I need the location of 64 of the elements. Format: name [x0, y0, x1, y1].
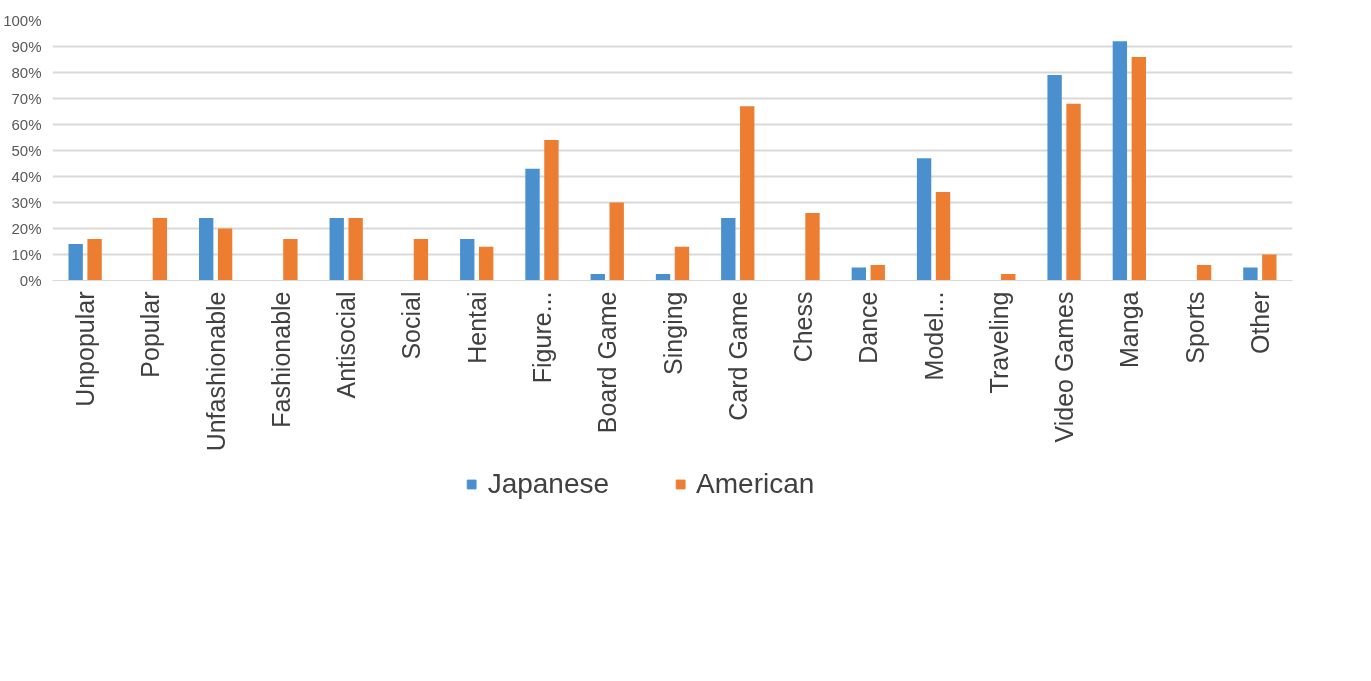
bar — [68, 244, 83, 281]
y-tick-label: 10% — [11, 246, 42, 263]
bar — [609, 202, 624, 281]
bar — [1047, 75, 1062, 281]
bar — [1001, 274, 1016, 281]
legend-label: Japanese — [487, 468, 610, 500]
bar — [674, 246, 690, 281]
x-tick-label: Social — [397, 291, 426, 360]
x-tick-label: Figure... — [527, 291, 556, 384]
bar — [87, 238, 102, 281]
bar — [916, 158, 932, 281]
bar — [217, 228, 233, 281]
y-tick-label: 30% — [11, 194, 42, 211]
bar — [348, 218, 363, 281]
x-tick-label: Board Game — [593, 291, 622, 434]
bar — [199, 218, 214, 281]
x-tick-label: Video Games — [1050, 291, 1079, 443]
bar — [1196, 264, 1212, 281]
bar — [1243, 267, 1258, 281]
bar — [590, 274, 605, 281]
bar — [851, 267, 867, 281]
y-tick-label: 40% — [11, 168, 42, 185]
bar — [655, 274, 671, 281]
bar — [525, 168, 540, 281]
bar — [740, 106, 755, 281]
bar — [1262, 254, 1277, 281]
y-tick-label: 100% — [3, 12, 42, 29]
x-tick-label: Manga — [1115, 291, 1144, 368]
bar — [1066, 103, 1081, 281]
x-tick-label: Dance — [854, 291, 883, 364]
x-tick-label: Popular — [136, 291, 165, 378]
bar — [460, 238, 475, 281]
x-tick-label: Other — [1245, 291, 1274, 355]
bar — [329, 218, 344, 281]
x-tick-label: Antisocial — [332, 291, 361, 399]
y-tick-label: 90% — [11, 38, 42, 55]
y-tick-label: 80% — [11, 64, 42, 81]
x-tick-label: Card Game — [723, 291, 752, 421]
y-tick-label: 20% — [11, 220, 42, 237]
x-tick-label: Unpopular — [71, 291, 100, 407]
bar — [283, 238, 298, 281]
x-tick-label: Singing — [658, 291, 687, 375]
x-tick-label: Hentai — [462, 291, 491, 364]
y-tick-label: 0% — [19, 272, 42, 289]
bar — [544, 140, 559, 281]
y-tick-label: 60% — [11, 116, 42, 133]
x-tick-label: Sports — [1180, 291, 1209, 364]
bar — [1112, 41, 1128, 281]
x-tick-label: Traveling — [984, 291, 1013, 394]
bar — [935, 192, 951, 281]
legend-label: American — [696, 468, 815, 500]
x-tick-label: Fashionable — [266, 291, 295, 428]
x-tick-label: Model... — [919, 291, 948, 381]
x-tick-label: Unfashionable — [201, 291, 230, 452]
bar — [721, 218, 736, 281]
y-tick-label: 70% — [11, 90, 42, 107]
bar — [870, 264, 885, 281]
bar — [478, 246, 494, 281]
x-tick-label: Chess — [789, 291, 818, 363]
bar — [152, 218, 168, 281]
y-tick-label: 50% — [11, 142, 42, 159]
bar — [1131, 56, 1146, 281]
bar — [805, 212, 820, 281]
bar — [413, 238, 429, 281]
